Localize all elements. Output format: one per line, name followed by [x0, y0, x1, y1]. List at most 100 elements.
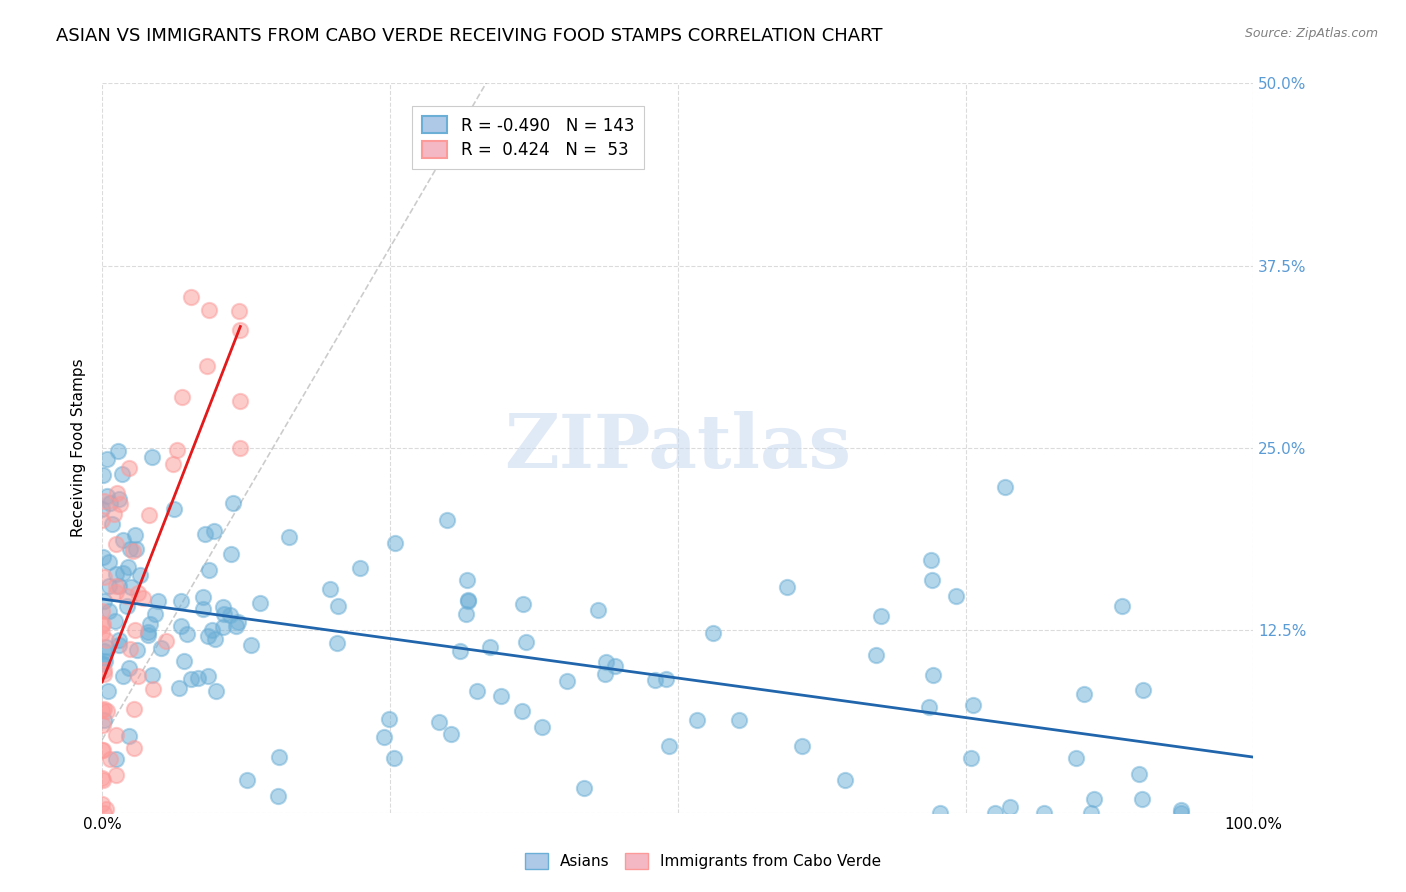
Point: [1132, 683, 1154, 698]
Point: [328, 599, 350, 613]
Point: [91, 626, 114, 640]
Point: [115, 589, 138, 603]
Point: [93, 805, 115, 820]
Point: [129, 568, 152, 582]
Point: [193, 527, 215, 541]
Point: [173, 655, 195, 669]
Point: [107, 579, 129, 593]
Point: [197, 629, 219, 643]
Point: [198, 563, 221, 577]
Point: [105, 768, 128, 782]
Point: [93, 714, 115, 728]
Point: [962, 698, 984, 712]
Point: [219, 547, 242, 561]
Point: [193, 602, 215, 616]
Point: [117, 559, 139, 574]
Point: [349, 561, 371, 575]
Point: [94, 633, 117, 648]
Point: [91, 771, 114, 785]
Point: [574, 780, 596, 795]
Point: [197, 303, 219, 318]
Point: [93, 494, 115, 508]
Point: [91, 743, 114, 757]
Point: [373, 730, 395, 744]
Point: [136, 628, 159, 642]
Point: [122, 702, 145, 716]
Point: [212, 607, 235, 621]
Point: [143, 607, 166, 621]
Point: [105, 585, 128, 599]
Point: [105, 752, 128, 766]
Point: [107, 632, 129, 647]
Point: [172, 390, 194, 404]
Point: [728, 713, 751, 727]
Point: [489, 689, 512, 703]
Point: [239, 638, 262, 652]
Point: [111, 533, 134, 547]
Point: [115, 599, 138, 614]
Point: [1128, 766, 1150, 780]
Point: [191, 591, 214, 605]
Point: [118, 730, 141, 744]
Point: [921, 573, 943, 587]
Point: [163, 502, 186, 516]
Point: [384, 536, 406, 550]
Point: [125, 642, 148, 657]
Point: [1170, 805, 1192, 820]
Text: ASIAN VS IMMIGRANTS FROM CABO VERDE RECEIVING FOOD STAMPS CORRELATION CHART: ASIAN VS IMMIGRANTS FROM CABO VERDE RECE…: [56, 27, 883, 45]
Point: [91, 618, 114, 632]
Point: [96, 489, 118, 503]
Point: [456, 574, 478, 588]
Point: [267, 749, 290, 764]
Point: [212, 599, 235, 614]
Point: [457, 594, 479, 608]
Point: [91, 718, 114, 732]
Point: [91, 501, 114, 516]
Point: [96, 451, 118, 466]
Point: [229, 442, 252, 456]
Point: [120, 580, 142, 594]
Point: [1083, 791, 1105, 805]
Point: [959, 751, 981, 765]
Point: [440, 727, 463, 741]
Point: [1130, 792, 1153, 806]
Point: [870, 608, 893, 623]
Point: [97, 579, 120, 593]
Point: [104, 566, 127, 581]
Point: [929, 805, 952, 820]
Point: [122, 544, 145, 558]
Point: [1064, 751, 1087, 765]
Point: [107, 443, 129, 458]
Point: [170, 619, 193, 633]
Point: [205, 684, 228, 698]
Point: [91, 797, 114, 811]
Point: [93, 666, 115, 681]
Point: [136, 624, 159, 639]
Point: [91, 549, 114, 564]
Point: [382, 751, 405, 765]
Point: [984, 805, 1007, 820]
Point: [93, 702, 115, 716]
Point: [148, 594, 170, 608]
Point: [326, 636, 349, 650]
Point: [96, 704, 118, 718]
Text: ZIPatlas: ZIPatlas: [505, 411, 851, 484]
Legend: Asians, Immigrants from Cabo Verde: Asians, Immigrants from Cabo Verde: [519, 847, 887, 875]
Point: [212, 620, 235, 634]
Point: [93, 643, 115, 657]
Point: [120, 542, 142, 557]
Point: [834, 773, 856, 788]
Point: [378, 712, 401, 726]
Point: [108, 497, 131, 511]
Point: [97, 555, 120, 569]
Point: [180, 672, 202, 686]
Point: [97, 684, 120, 698]
Point: [91, 616, 114, 631]
Point: [236, 772, 259, 787]
Point: [98, 496, 121, 510]
Point: [530, 720, 553, 734]
Point: [225, 619, 247, 633]
Point: [104, 579, 127, 593]
Point: [104, 728, 127, 742]
Point: [176, 627, 198, 641]
